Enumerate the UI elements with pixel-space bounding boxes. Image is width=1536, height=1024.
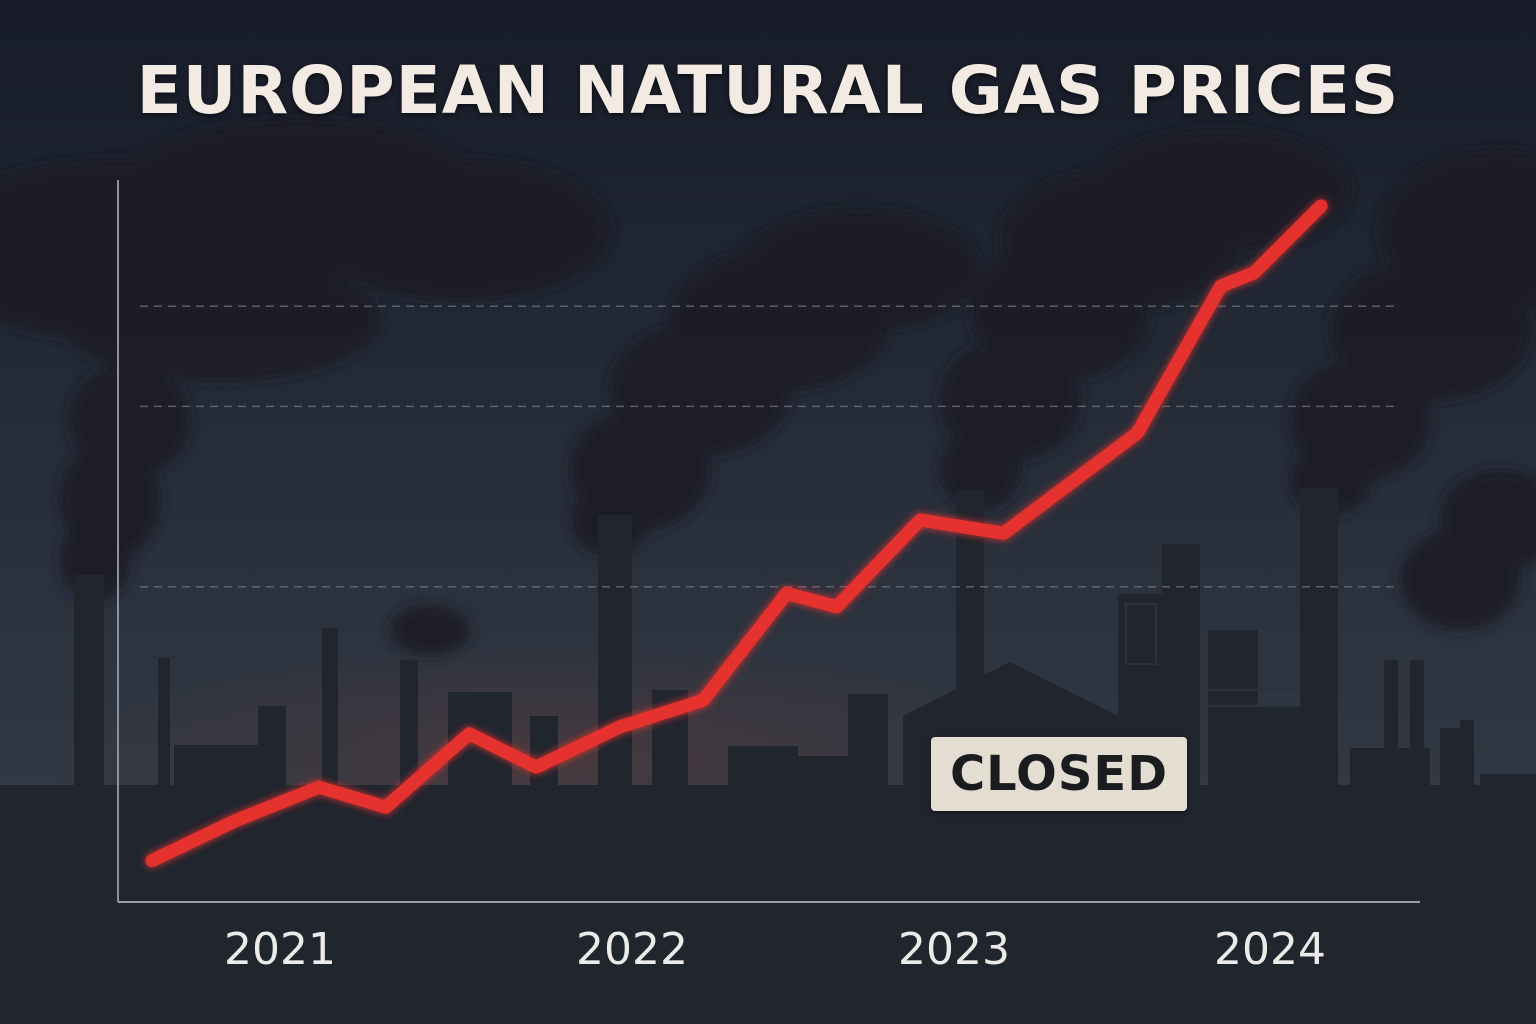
data-point (914, 513, 927, 526)
data-point (613, 721, 626, 734)
data-point (146, 854, 158, 867)
x-tick-label: 2023 (898, 924, 1010, 975)
data-point (1248, 266, 1261, 279)
series-line (145, 199, 1328, 868)
data-point (313, 781, 325, 794)
x-tick-label: 2022 (576, 924, 688, 975)
x-tick-label: 2024 (1214, 924, 1326, 975)
data-point (1214, 280, 1227, 293)
data-point (379, 801, 392, 814)
data-point (830, 600, 843, 613)
chart-title: EUROPEAN NATURAL GAS PRICES (136, 52, 1400, 129)
data-point (463, 727, 476, 740)
factory-frame-lines (1125, 603, 1300, 707)
data-point (780, 587, 793, 600)
y-gridlines (140, 305, 1400, 588)
factory-silhouettes (0, 488, 1536, 1024)
x-tick-label: 2021 (224, 924, 336, 975)
data-point (1131, 427, 1144, 440)
data-point (697, 694, 710, 707)
closed-sign: CLOSED (931, 737, 1187, 811)
smoke-plumes (0, 120, 1536, 655)
data-point (997, 527, 1010, 540)
data-point (229, 814, 242, 827)
data-point (1315, 200, 1327, 212)
data-point (530, 761, 543, 774)
series-points (146, 200, 1327, 867)
